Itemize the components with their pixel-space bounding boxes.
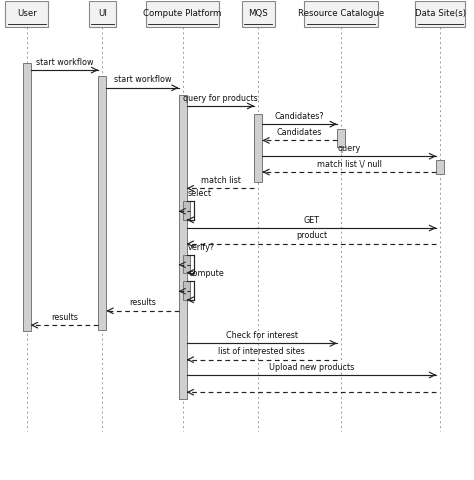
Bar <box>183 255 190 273</box>
FancyBboxPatch shape <box>5 0 48 27</box>
Text: Upload new products: Upload new products <box>269 362 354 372</box>
Text: start workflow: start workflow <box>114 75 171 84</box>
FancyBboxPatch shape <box>304 0 378 27</box>
Text: Candidates: Candidates <box>277 128 322 137</box>
Bar <box>98 76 106 330</box>
Text: match list: match list <box>201 176 240 185</box>
FancyBboxPatch shape <box>415 0 465 27</box>
Text: Compute Platform: Compute Platform <box>144 9 222 18</box>
Text: select: select <box>188 189 212 198</box>
Bar <box>23 63 31 331</box>
Text: verify?: verify? <box>188 243 215 252</box>
FancyBboxPatch shape <box>242 0 275 27</box>
Text: MQS: MQS <box>248 9 268 18</box>
FancyBboxPatch shape <box>146 0 219 27</box>
FancyBboxPatch shape <box>89 0 116 27</box>
Text: Check for interest: Check for interest <box>226 331 298 340</box>
Text: Candidates?: Candidates? <box>275 112 324 121</box>
Text: match list \/ null: match list \/ null <box>317 160 382 168</box>
Text: compute: compute <box>188 269 224 278</box>
Bar <box>337 129 345 147</box>
Text: product: product <box>296 231 327 240</box>
Text: User: User <box>17 9 36 18</box>
Text: start workflow: start workflow <box>36 58 93 67</box>
Text: UI: UI <box>98 9 107 18</box>
Text: Data Site(s): Data Site(s) <box>415 9 466 18</box>
Text: results: results <box>51 313 78 322</box>
Bar <box>183 201 190 220</box>
Text: GET: GET <box>303 216 319 225</box>
Bar <box>436 159 444 174</box>
Text: Resource Catalogue: Resource Catalogue <box>298 9 384 18</box>
Bar <box>183 281 190 300</box>
Text: query: query <box>337 144 361 153</box>
Text: query for products: query for products <box>183 94 258 103</box>
Bar <box>254 114 262 181</box>
Bar <box>179 96 187 399</box>
Text: list of interested sites: list of interested sites <box>219 348 305 356</box>
Text: results: results <box>129 299 156 308</box>
